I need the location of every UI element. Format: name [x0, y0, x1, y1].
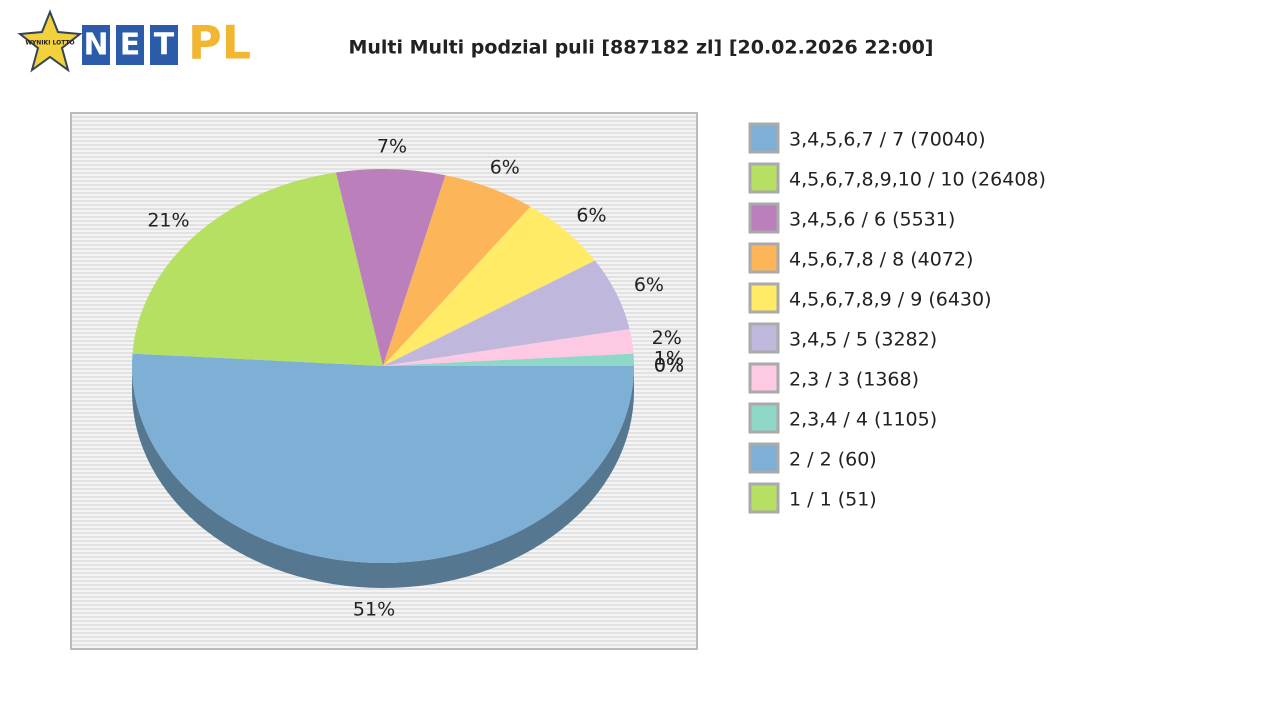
- legend-swatch: [748, 242, 780, 274]
- logo-box: [116, 25, 144, 65]
- legend-label: 4,5,6,7,8 / 8 (4072): [789, 249, 973, 271]
- slice: [132, 172, 383, 366]
- slice: [383, 260, 630, 366]
- logo: WYNIKI LOTTO N E T PL: [17, 9, 251, 73]
- legend-label: 4,5,6,7,8,9,10 / 10 (26408): [789, 169, 1046, 191]
- legend-label: 3,4,5 / 5 (3282): [789, 329, 937, 351]
- legend-swatch: [748, 482, 780, 514]
- legend-label: 2,3,4 / 4 (1105): [789, 409, 937, 431]
- value-label: 51%: [353, 598, 395, 620]
- legend-swatch: [748, 322, 780, 354]
- logo-letter: N: [83, 28, 108, 63]
- legend-swatch: [748, 162, 780, 194]
- logo-box: [82, 25, 110, 65]
- value-label: 7%: [377, 136, 407, 158]
- legend-swatch: [748, 442, 780, 474]
- slice: [383, 175, 531, 366]
- legend-swatch: [748, 362, 780, 394]
- logo-word: PL: [188, 16, 251, 70]
- value-label: 21%: [147, 210, 189, 232]
- chart-title: Multi Multi podzial puli [887182 zl] [20…: [348, 37, 933, 59]
- value-label: 1%: [654, 348, 684, 370]
- legend-swatch: [748, 122, 780, 154]
- logo-letter: E: [120, 28, 141, 63]
- logo-letter: T: [154, 28, 175, 63]
- value-label: 6%: [490, 156, 520, 178]
- logo-badge: WYNIKI LOTTO: [25, 40, 74, 47]
- legend-label: 3,4,5,6,7 / 7 (70040): [789, 129, 985, 151]
- legend-label: 1 / 1 (51): [789, 489, 877, 511]
- slice: [383, 329, 634, 366]
- value-label: 2%: [652, 327, 682, 349]
- legend-swatch: [748, 282, 780, 314]
- slice: [335, 169, 446, 366]
- legend-label: 4,5,6,7,8,9 / 9 (6430): [789, 289, 992, 311]
- slice: [131, 353, 634, 563]
- legend-label: 2,3 / 3 (1368): [789, 369, 919, 391]
- legend-swatch: [748, 402, 780, 434]
- slice: [383, 206, 595, 366]
- legend-label: 2 / 2 (60): [789, 449, 877, 471]
- value-label: 6%: [634, 274, 664, 296]
- value-label: 6%: [576, 205, 606, 227]
- value-label: 0%: [654, 355, 684, 377]
- legend-swatch: [748, 202, 780, 234]
- value-label: 0%: [654, 355, 684, 377]
- logo-star: [17, 9, 83, 73]
- legend-label: 3,4,5,6 / 6 (5531): [789, 209, 955, 231]
- slice: [383, 353, 634, 366]
- logo-box: [150, 25, 178, 65]
